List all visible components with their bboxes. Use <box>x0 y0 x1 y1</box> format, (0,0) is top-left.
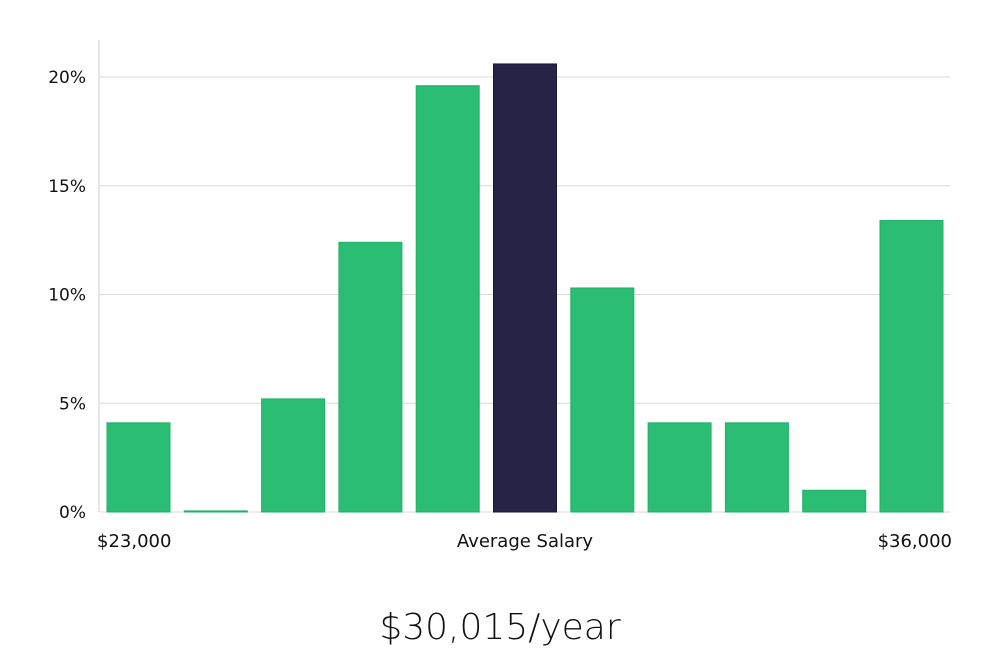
y-tick-label: 0% <box>59 503 86 523</box>
histogram-bar <box>879 220 944 513</box>
histogram-bar <box>106 422 171 513</box>
y-tick-label: 20% <box>48 68 86 88</box>
histogram-bar <box>724 422 789 513</box>
y-tick-label: 5% <box>59 394 86 414</box>
bars-layer <box>106 63 944 513</box>
y-tick-labels: 0% 5% 10% 15% 20% <box>48 68 86 523</box>
histogram-bar <box>415 85 480 513</box>
y-tick-label: 15% <box>48 177 86 197</box>
x-label-min: $23,000 <box>97 531 171 552</box>
salary-histogram-chart: 0% 5% 10% 15% 20% $23,000 Average Salary $36… <box>48 40 952 552</box>
histogram-bar <box>183 510 248 513</box>
histogram-bar <box>802 489 867 513</box>
x-label-max: $36,000 <box>878 531 952 552</box>
histogram-bar <box>261 398 326 513</box>
average-salary-value: $30,015/year <box>379 607 621 648</box>
bar-average-salary <box>493 63 557 513</box>
x-label-average: Average Salary <box>457 531 594 552</box>
histogram-bar <box>570 287 635 513</box>
histogram-bar <box>647 422 712 513</box>
histogram-bar <box>338 241 403 513</box>
y-tick-label: 10% <box>48 286 86 306</box>
